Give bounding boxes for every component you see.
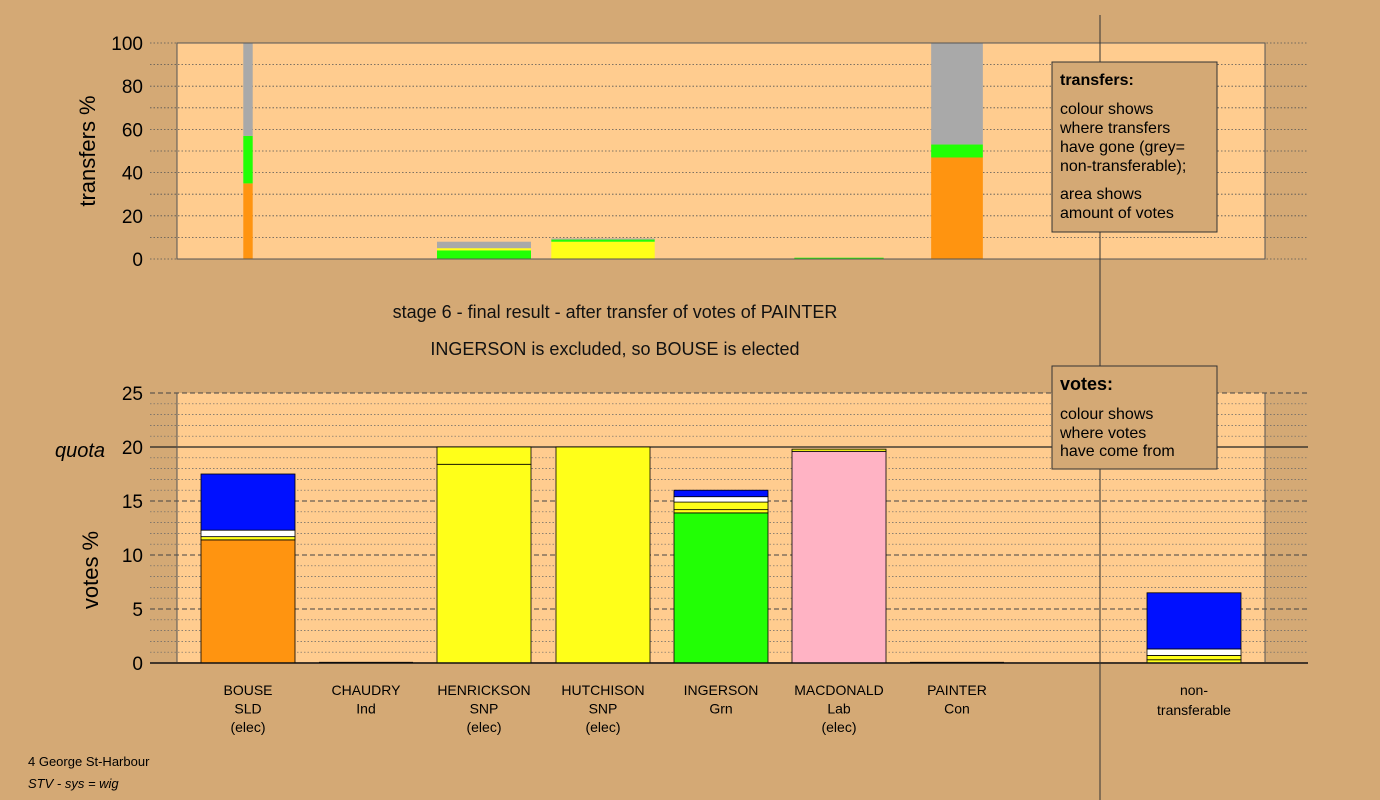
- vote-segment-non-transferable: [1146, 592, 1242, 650]
- transfers-y-ticks: 0 20 40 60 80 100: [111, 34, 143, 271]
- transfer-segment-hutchison: [551, 241, 655, 259]
- votes-y-tick-label: 20: [122, 438, 143, 459]
- candidate-labels: BOUSE SLD (elec) CHAUDRY Ind HENRICKSON SNP (el…: [223, 682, 986, 735]
- transfer-segment-painter: [931, 157, 983, 259]
- candidate-label-hutchison: HUTCHISON: [561, 682, 644, 698]
- candidate-label-bouse: BOUSE: [223, 682, 272, 698]
- quota-label: quota: [55, 440, 105, 462]
- candidate-label-painter: Con: [944, 701, 970, 717]
- votes-y-axis-label: votes %: [78, 531, 103, 609]
- footer-system: STV - sys = wig: [28, 776, 119, 791]
- transfers-legend-line: amount of votes: [1060, 205, 1174, 222]
- votes-legend-line: colour shows: [1060, 406, 1153, 423]
- stage-title: stage 6 - final result - after transfer …: [393, 302, 838, 322]
- votes-bars: [200, 446, 1242, 664]
- candidate-label-ingerson: Grn: [709, 701, 732, 717]
- candidate-label-henrickson: SNP: [470, 701, 499, 717]
- transfer-segment-painter: [931, 144, 983, 158]
- nontransferable-label-line1: non-: [1180, 682, 1208, 698]
- transfers-legend-line: area shows: [1060, 186, 1142, 203]
- nontransferable-label-line2: transferable: [1157, 702, 1231, 718]
- candidate-label-macdonald: Lab: [827, 701, 851, 717]
- votes-legend-title: votes:: [1060, 374, 1113, 394]
- votes-legend-line: have come from: [1060, 443, 1175, 460]
- votes-y-tick-label: 5: [132, 600, 143, 621]
- vote-segment-macdonald: [791, 450, 887, 664]
- transfer-segment-macdonald: [794, 257, 884, 259]
- candidate-label-chaudry: CHAUDRY: [332, 682, 402, 698]
- candidate-label-macdonald: MACDONALD: [794, 682, 883, 698]
- vote-segment-ingerson: [673, 501, 769, 511]
- candidate-label-hutchison: (elec): [585, 719, 620, 735]
- candidate-label-chaudry: Ind: [356, 701, 375, 717]
- vote-segment-non-transferable: [1146, 655, 1242, 661]
- transfer-segment-bouse: [243, 135, 253, 184]
- transfer-segment-hutchison: [551, 239, 655, 242]
- vote-segment-henrickson: [436, 446, 532, 465]
- candidate-label-ingerson: INGERSON: [684, 682, 759, 698]
- candidate-label-macdonald: (elec): [821, 719, 856, 735]
- transfer-segment-bouse: [243, 183, 253, 259]
- transfers-legend-box: [1051, 61, 1218, 233]
- votes-y-tick-label: 15: [122, 492, 143, 513]
- footer-constituency: 4 George St-Harbour: [28, 754, 150, 769]
- vote-segment-ingerson: [673, 509, 769, 514]
- votes-y-ticks: 0 5 10 15 20 25: [122, 384, 143, 675]
- transfers-legend-title: transfers:: [1060, 72, 1134, 89]
- transfer-segment-henrickson: [437, 248, 531, 251]
- vote-segment-bouse: [200, 529, 296, 538]
- vote-segment-bouse: [200, 539, 296, 664]
- vote-segment-bouse: [200, 473, 296, 531]
- transfers-y-tick-label: 80: [122, 77, 143, 98]
- vote-segment-ingerson: [673, 489, 769, 498]
- transfer-segment-bouse: [243, 43, 253, 136]
- transfers-legend-line: where transfers: [1059, 120, 1170, 137]
- vote-segment-non-transferable: [1146, 648, 1242, 656]
- transfer-segment-hutchison: [551, 238, 655, 240]
- transfers-y-tick-label: 0: [132, 250, 143, 271]
- transfers-y-tick-label: 20: [122, 207, 143, 228]
- transfer-segment-painter: [931, 43, 983, 145]
- vote-segment-bouse: [200, 536, 296, 541]
- vote-segment-ingerson: [673, 496, 769, 503]
- votes-y-tick-label: 10: [122, 546, 143, 567]
- votes-legend: votes: colour shows where votes have com…: [1051, 365, 1218, 470]
- transfers-plot-frame: [176, 42, 1266, 260]
- vote-segment-hutchison: [555, 446, 651, 664]
- candidate-label-painter: PAINTER: [927, 682, 987, 698]
- stage-subtitle: INGERSON is excluded, so BOUSE is electe…: [430, 339, 799, 359]
- candidate-label-henrickson: HENRICKSON: [437, 682, 530, 698]
- vote-segment-ingerson: [673, 512, 769, 664]
- transfer-segment-henrickson: [437, 241, 531, 249]
- transfers-y-tick-label: 100: [111, 34, 143, 55]
- candidate-label-bouse: SLD: [234, 701, 261, 717]
- transfers-bars: [243, 43, 983, 259]
- transfers-legend-line: non-transferable);: [1060, 158, 1186, 175]
- candidate-label-bouse: (elec): [230, 719, 265, 735]
- transfers-legend-line: colour shows: [1060, 101, 1153, 118]
- transfers-y-axis-label: transfers %: [75, 95, 100, 206]
- candidate-label-henrickson: (elec): [466, 719, 501, 735]
- vote-segment-macdonald: [791, 448, 887, 452]
- votes-y-tick-label: 25: [122, 384, 143, 405]
- candidate-label-hutchison: SNP: [589, 701, 618, 717]
- votes-legend-box: [1051, 365, 1218, 470]
- votes-y-tick-label: 0: [132, 654, 143, 675]
- transfers-y-tick-label: 40: [122, 164, 143, 185]
- transfers-legend-line: have gone (grey=: [1060, 139, 1185, 156]
- transfers-y-tick-label: 60: [122, 120, 143, 141]
- votes-legend-line: where votes: [1059, 425, 1146, 442]
- vote-segment-henrickson: [436, 463, 532, 664]
- transfers-legend: transfers: colour shows where transfers …: [1051, 61, 1218, 233]
- transfer-segment-henrickson: [437, 250, 531, 259]
